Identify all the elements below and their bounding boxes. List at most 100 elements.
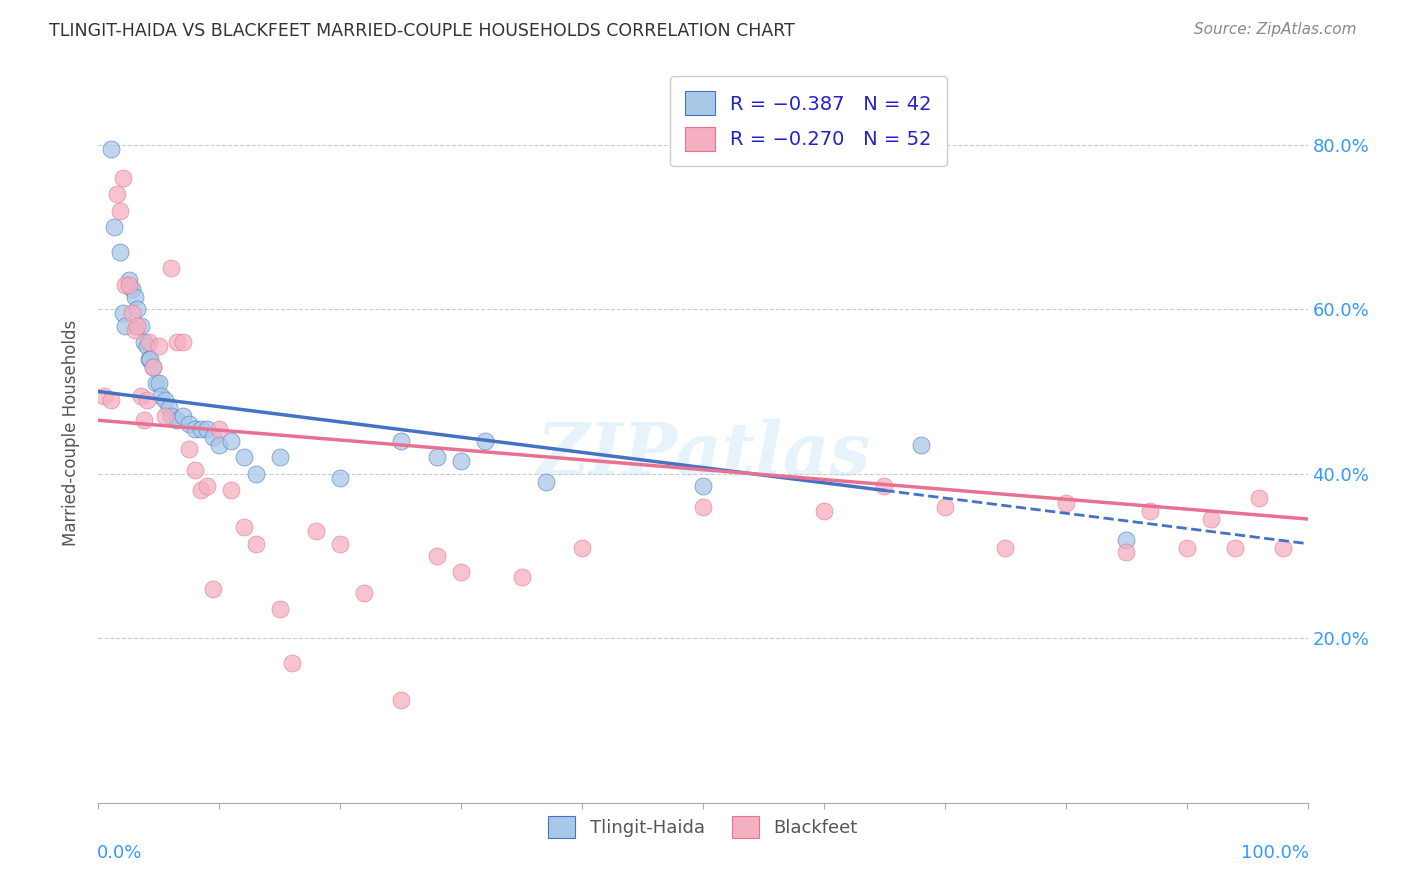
- Point: [329, 471, 352, 485]
- Point: [124, 290, 146, 304]
- Point: [127, 302, 149, 317]
- Point: [138, 351, 160, 366]
- Point: [474, 434, 496, 448]
- Point: [184, 462, 207, 476]
- Point: [138, 335, 160, 350]
- Point: [202, 430, 225, 444]
- Point: [127, 318, 149, 333]
- Text: 0.0%: 0.0%: [97, 844, 142, 862]
- Point: [269, 602, 291, 616]
- Point: [114, 318, 136, 333]
- Point: [105, 187, 128, 202]
- Point: [153, 409, 176, 424]
- Point: [139, 351, 162, 366]
- Point: [1115, 545, 1137, 559]
- Point: [111, 170, 134, 185]
- Point: [426, 549, 449, 563]
- Point: [221, 434, 243, 448]
- Point: [184, 421, 207, 435]
- Point: [103, 219, 125, 234]
- Point: [166, 335, 188, 350]
- Point: [135, 392, 157, 407]
- Point: [108, 203, 131, 218]
- Point: [172, 335, 194, 350]
- Point: [232, 450, 254, 465]
- Text: Source: ZipAtlas.com: Source: ZipAtlas.com: [1194, 22, 1357, 37]
- Point: [208, 438, 231, 452]
- Point: [1223, 541, 1246, 555]
- Point: [157, 401, 180, 415]
- Point: [910, 438, 932, 452]
- Point: [571, 541, 593, 555]
- Point: [129, 318, 152, 333]
- Point: [179, 417, 201, 432]
- Point: [134, 335, 156, 350]
- Point: [534, 475, 557, 489]
- Point: [389, 434, 412, 448]
- Point: [245, 467, 267, 481]
- Point: [1199, 512, 1222, 526]
- Point: [692, 479, 714, 493]
- Text: TLINGIT-HAIDA VS BLACKFEET MARRIED-COUPLE HOUSEHOLDS CORRELATION CHART: TLINGIT-HAIDA VS BLACKFEET MARRIED-COUPL…: [49, 22, 794, 40]
- Point: [118, 273, 141, 287]
- Point: [245, 536, 267, 550]
- Point: [269, 450, 291, 465]
- Point: [934, 500, 956, 514]
- Point: [121, 282, 143, 296]
- Point: [100, 392, 122, 407]
- Point: [221, 483, 243, 498]
- Point: [692, 500, 714, 514]
- Point: [93, 388, 115, 402]
- Point: [1139, 504, 1161, 518]
- Point: [179, 442, 201, 456]
- Point: [148, 376, 170, 391]
- Point: [873, 479, 896, 493]
- Point: [232, 520, 254, 534]
- Text: 100.0%: 100.0%: [1240, 844, 1309, 862]
- Point: [1272, 541, 1295, 555]
- Y-axis label: Married-couple Households: Married-couple Households: [62, 319, 80, 546]
- Point: [195, 421, 218, 435]
- Point: [994, 541, 1017, 555]
- Point: [100, 142, 122, 156]
- Point: [281, 656, 304, 670]
- Point: [121, 306, 143, 320]
- Point: [202, 582, 225, 596]
- Point: [389, 693, 412, 707]
- Point: [426, 450, 449, 465]
- Point: [1115, 533, 1137, 547]
- Point: [813, 504, 835, 518]
- Point: [148, 339, 170, 353]
- Point: [142, 359, 165, 374]
- Point: [305, 524, 328, 539]
- Point: [142, 359, 165, 374]
- Point: [160, 261, 183, 276]
- Point: [353, 586, 375, 600]
- Point: [329, 536, 352, 550]
- Point: [160, 409, 183, 424]
- Point: [166, 413, 188, 427]
- Point: [172, 409, 194, 424]
- Point: [134, 413, 156, 427]
- Point: [129, 388, 152, 402]
- Point: [153, 392, 176, 407]
- Point: [190, 483, 212, 498]
- Point: [145, 376, 167, 391]
- Point: [135, 339, 157, 353]
- Point: [150, 388, 173, 402]
- Point: [190, 421, 212, 435]
- Point: [1054, 495, 1077, 509]
- Point: [124, 323, 146, 337]
- Point: [114, 277, 136, 292]
- Point: [1249, 491, 1271, 506]
- Point: [195, 479, 218, 493]
- Point: [450, 454, 472, 468]
- Point: [1175, 541, 1198, 555]
- Legend: Tlingit-Haida, Blackfeet: Tlingit-Haida, Blackfeet: [541, 809, 865, 846]
- Point: [108, 244, 131, 259]
- Point: [208, 421, 231, 435]
- Point: [118, 277, 141, 292]
- Point: [111, 306, 134, 320]
- Point: [510, 569, 533, 583]
- Text: ZIPatlas: ZIPatlas: [536, 419, 870, 491]
